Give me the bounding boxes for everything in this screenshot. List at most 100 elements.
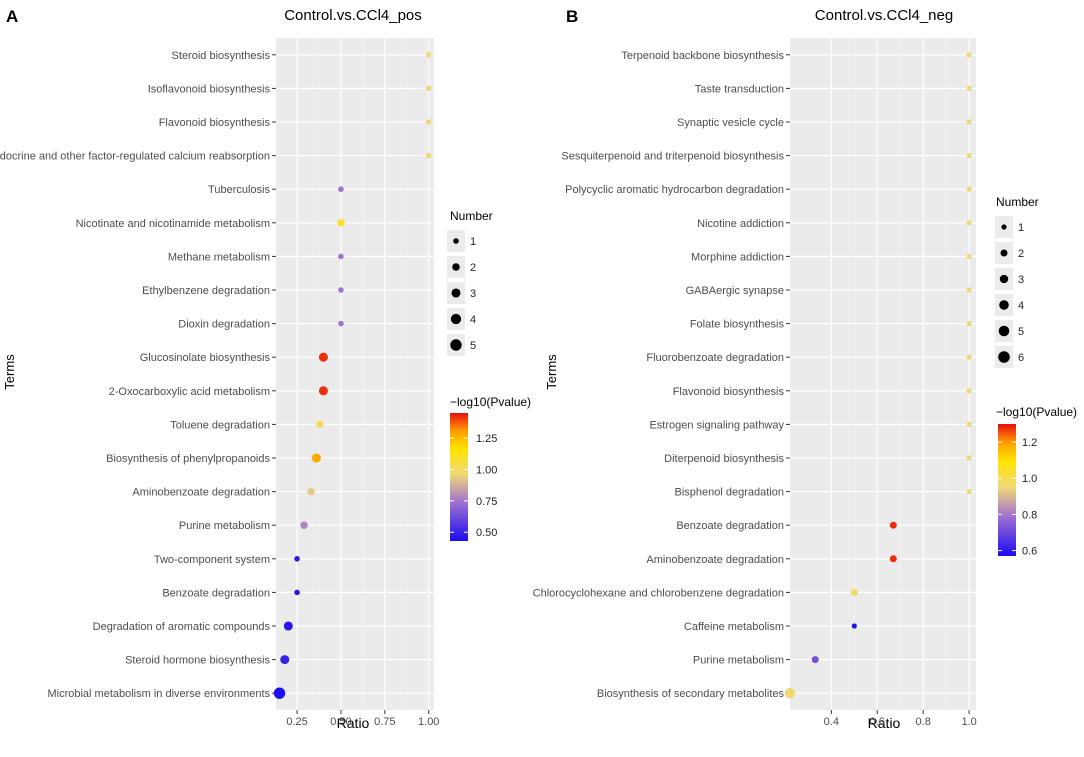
plot-background xyxy=(790,38,976,710)
size-legend-label: 1 xyxy=(1018,222,1024,234)
x-tick-label: 1.00 xyxy=(418,716,439,728)
data-point xyxy=(966,220,972,226)
data-point xyxy=(966,321,972,327)
term-label: Bisphenol degradation xyxy=(675,487,784,499)
term-label: Flavonoid biosynthesis xyxy=(159,117,271,129)
size-legend-label: 4 xyxy=(1018,300,1024,312)
colorbar-tick-label: 1.00 xyxy=(476,464,497,476)
term-label: Sesquiterpenoid and triterpenoid biosynt… xyxy=(561,151,784,163)
plot-panel-b: 0.4 0.6 0.8 1.0 Terpenoid backbone biosynthe… xyxy=(533,38,977,728)
size-legend-dot xyxy=(1001,224,1007,230)
term-label: Dioxin degradation xyxy=(178,319,270,331)
data-point xyxy=(337,219,345,227)
data-point xyxy=(338,186,344,192)
panel-label-b: B xyxy=(566,7,578,26)
x-tick-label: 0.4 xyxy=(824,716,839,728)
term-label: Synaptic vesicle cycle xyxy=(677,117,784,129)
data-point xyxy=(311,453,321,463)
term-label: Microbial metabolism in diverse environm… xyxy=(47,688,270,700)
colorbar-tick-label: 0.75 xyxy=(476,496,497,508)
x-tick-label: 0.25 xyxy=(286,716,307,728)
data-point xyxy=(338,320,344,327)
y-axis-label-b: Terms xyxy=(544,354,559,390)
data-point xyxy=(966,119,972,125)
data-point xyxy=(280,655,290,665)
data-point xyxy=(966,186,972,192)
data-point xyxy=(294,589,300,596)
data-point xyxy=(283,621,293,631)
term-label: Polycyclic aromatic hydrocarbon degradat… xyxy=(565,184,784,196)
term-label: Endocrine and other factor-regulated cal… xyxy=(0,151,270,163)
size-legend-label: 2 xyxy=(470,262,476,274)
term-label: Ethylbenzene degradation xyxy=(142,285,270,297)
term-label: Morphine addiction xyxy=(691,251,784,263)
data-point xyxy=(966,85,972,91)
data-point xyxy=(300,521,308,529)
x-tick-label: 1.0 xyxy=(961,716,976,728)
term-label: Flavonoid biosynthesis xyxy=(673,386,785,398)
data-point xyxy=(338,287,344,293)
colorbar-b xyxy=(998,424,1016,556)
colorbar-tick-label: 0.6 xyxy=(1022,546,1037,558)
size-legend-label: 6 xyxy=(1018,352,1024,364)
size-legend-title-a: Number xyxy=(450,209,493,223)
colorbar-tick-label: 0.8 xyxy=(1022,509,1037,521)
term-label: Tuberculosis xyxy=(208,184,270,196)
colorbar-tick-label: 0.50 xyxy=(476,527,497,539)
data-point xyxy=(425,52,432,58)
data-point xyxy=(307,487,315,496)
data-point xyxy=(318,352,328,362)
term-label: Folate biosynthesis xyxy=(690,319,785,331)
data-point xyxy=(851,623,857,629)
size-legend-label: 1 xyxy=(470,236,476,248)
size-legend-dot xyxy=(450,339,462,351)
size-legend-dot xyxy=(998,351,1010,363)
size-legend-dot xyxy=(999,274,1009,284)
data-point xyxy=(966,421,972,427)
term-label: Chlorocyclohexane and chlorobenzene degr… xyxy=(533,587,784,599)
data-point xyxy=(966,388,972,394)
size-legend-label: 3 xyxy=(470,288,476,300)
data-point xyxy=(316,420,324,429)
term-label: Glucosinolate biosynthesis xyxy=(140,352,271,364)
term-label: Taste transduction xyxy=(695,83,784,95)
term-label: Nicotine addiction xyxy=(697,218,784,230)
data-point xyxy=(425,85,432,92)
plot-background xyxy=(276,38,434,710)
data-point xyxy=(850,588,858,596)
colorbar-tick-label: 1.0 xyxy=(1022,473,1037,485)
data-point xyxy=(966,354,972,360)
size-legend-label: 4 xyxy=(470,314,476,326)
plot-panel-a: 0.25 0.50 0.75 1.00 Steroid biosynthesis Isof… xyxy=(0,38,439,728)
size-legend-title-b: Number xyxy=(996,195,1039,209)
term-label: Isoflavonoid biosynthesis xyxy=(148,83,271,95)
size-legend-dot xyxy=(1000,249,1008,257)
data-point xyxy=(966,489,972,495)
colorbar-tick-label: 1.2 xyxy=(1022,437,1037,449)
color-legend-title-b: −log10(Pvalue) xyxy=(996,405,1077,419)
term-label: Caffeine metabolism xyxy=(684,621,784,633)
data-point xyxy=(425,119,432,125)
legends-b: Number −log10(Pvalue) 1 2 3 4 5 6 0.6 0.8 1.0 1.2 xyxy=(995,195,1077,558)
size-legend-label: 2 xyxy=(1018,248,1024,260)
size-legend-label: 3 xyxy=(1018,274,1024,286)
term-label: Degradation of aromatic compounds xyxy=(93,621,271,633)
term-label: GABAergic synapse xyxy=(686,285,784,297)
panel-label-a: A xyxy=(6,7,18,26)
term-label: Diterpenoid biosynthesis xyxy=(664,453,784,465)
colorbar-tick-label: 1.25 xyxy=(476,433,497,445)
chart-title-a: Control.vs.CCl4_pos xyxy=(284,7,422,24)
legends-a: Number −log10(Pvalue) 1 2 3 4 5 0.50 0.75 1.00 1… xyxy=(447,209,531,541)
term-label: Estrogen signaling pathway xyxy=(649,419,784,431)
term-label: Steroid hormone biosynthesis xyxy=(125,655,270,667)
data-point xyxy=(966,153,972,159)
y-axis-label-a: Terms xyxy=(2,354,17,390)
data-point xyxy=(889,555,897,563)
term-label: Benzoate degradation xyxy=(676,520,784,532)
data-point xyxy=(966,455,972,461)
size-legend-dot xyxy=(453,238,459,244)
term-label: Nicotinate and nicotinamide metabolism xyxy=(76,218,270,230)
size-legend-dot xyxy=(450,313,462,325)
x-axis-label-b: Ratio xyxy=(868,715,901,731)
